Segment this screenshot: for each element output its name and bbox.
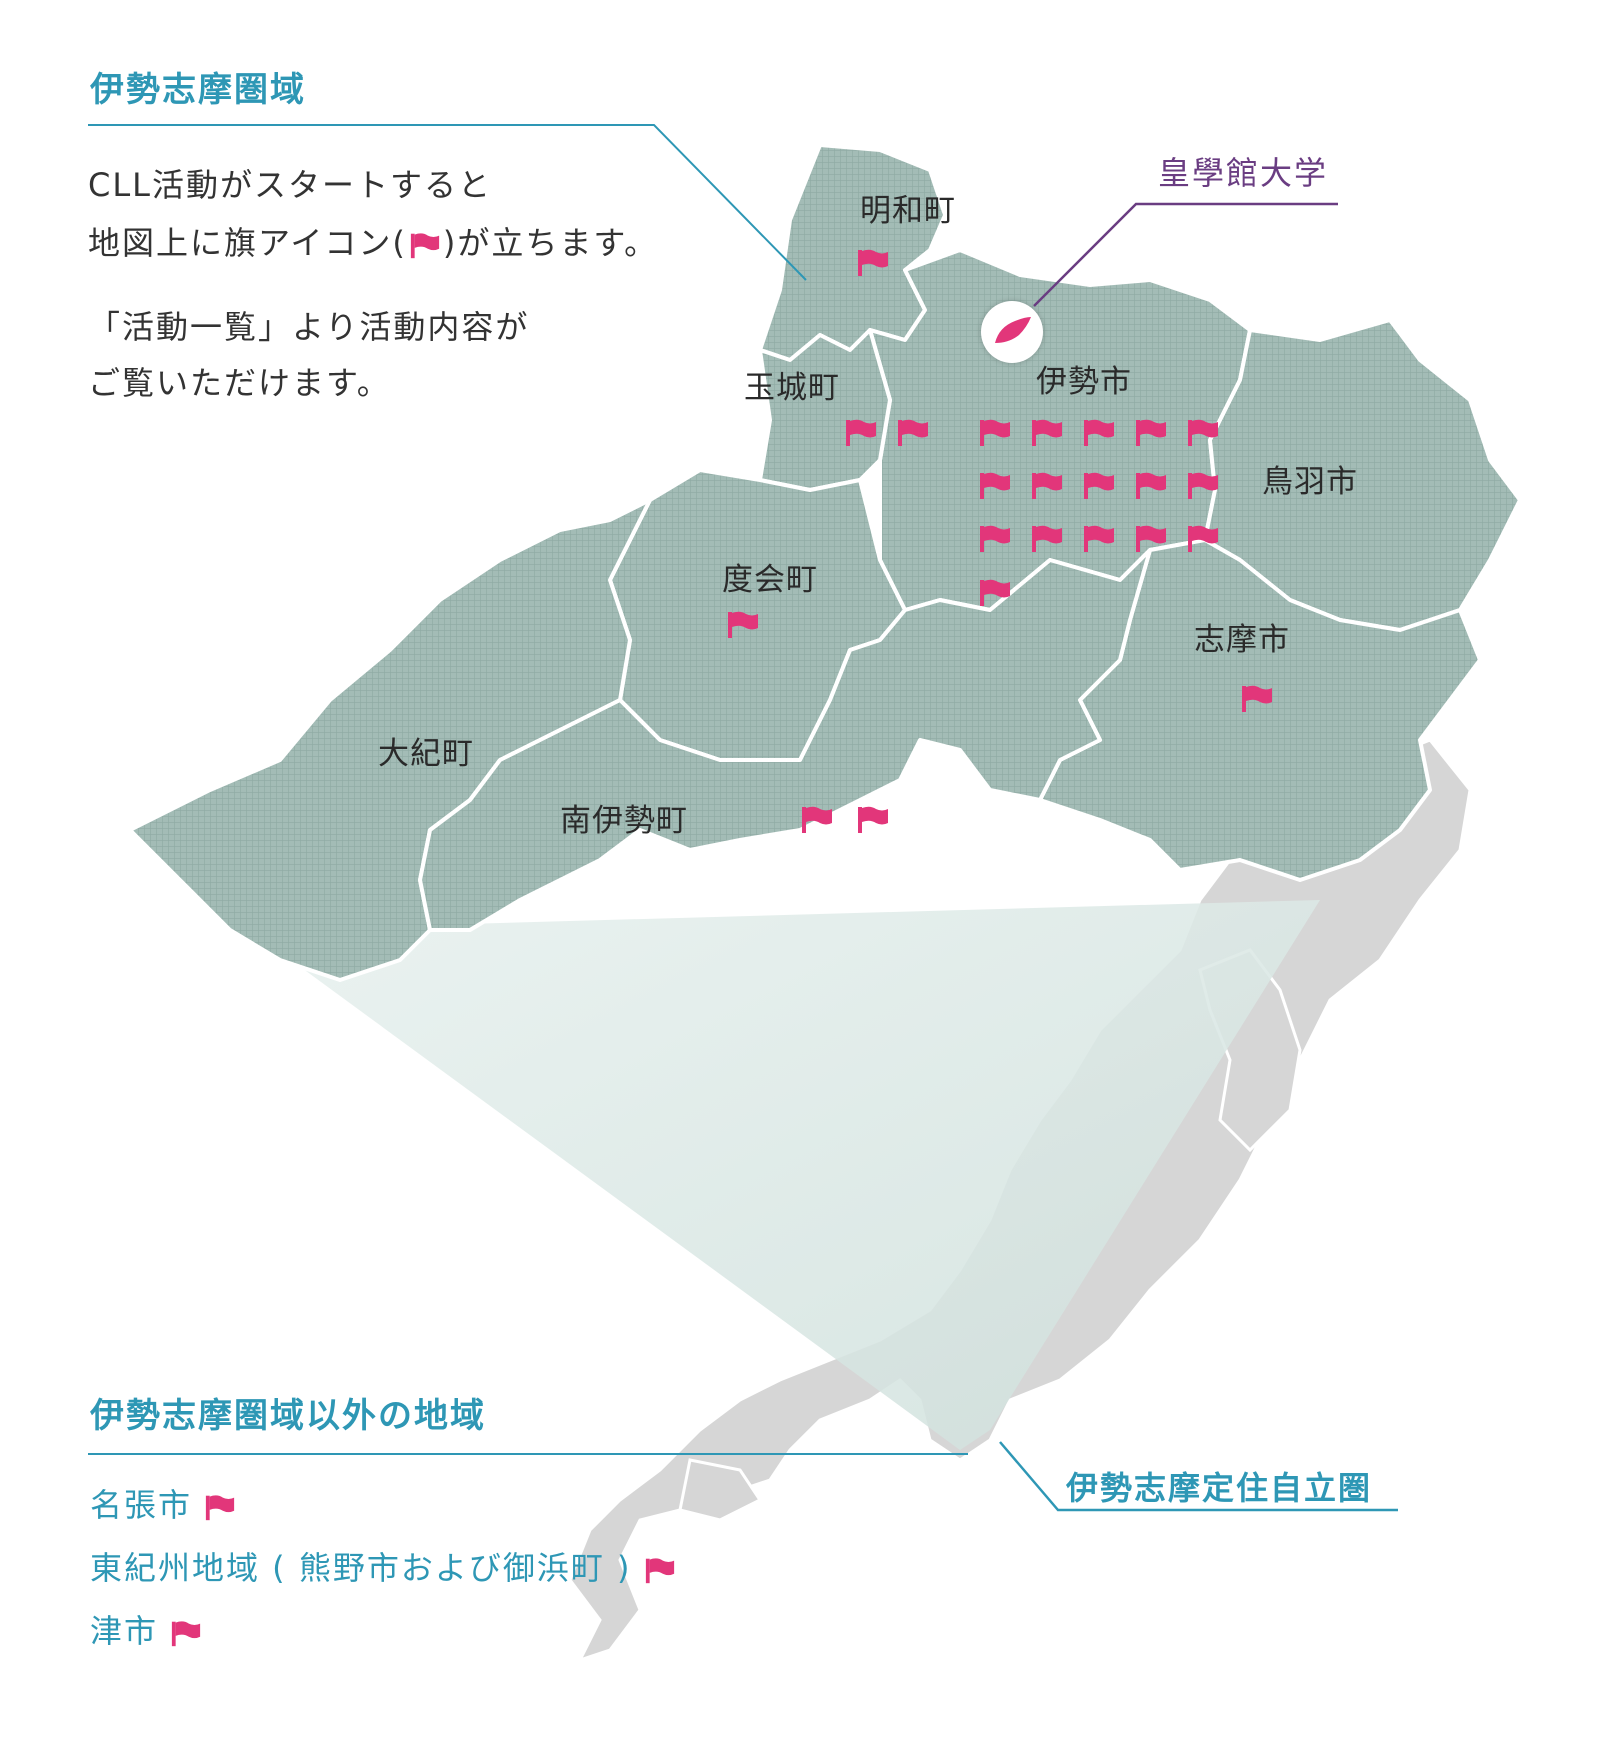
description-line-4: ご覧いただけます。 xyxy=(88,364,391,402)
description-line-2-before: 地図上に旗アイコン( xyxy=(88,224,407,262)
region-label-minamiise: 南伊勢町 xyxy=(560,803,688,839)
flag-icon[interactable] xyxy=(1186,524,1220,552)
flag-icon[interactable] xyxy=(1134,524,1168,552)
outside-item-tsu[interactable]: 津市 xyxy=(90,1606,202,1652)
description-line-3: 「活動一覧」より活動内容が xyxy=(88,308,530,346)
flag-icon[interactable] xyxy=(1134,418,1168,446)
flag-icon xyxy=(205,1495,235,1521)
flag-icon[interactable] xyxy=(1030,471,1064,499)
university-marker[interactable] xyxy=(981,301,1043,363)
flag-icon[interactable] xyxy=(1030,524,1064,552)
flag-icon[interactable] xyxy=(1030,418,1064,446)
outside-item-label: 津市 xyxy=(90,1612,159,1650)
university-leader-line xyxy=(1033,202,1338,307)
description-line-2-after: )が立ちます。 xyxy=(442,224,659,262)
flag-icon[interactable] xyxy=(978,471,1012,499)
region-label-watarai: 度会町 xyxy=(722,562,818,598)
flag-icon[interactable] xyxy=(1186,471,1220,499)
flag-icon[interactable] xyxy=(1082,418,1116,446)
flag-icon[interactable] xyxy=(978,418,1012,446)
outside-item-label: 東紀州地域 ( 熊野市および御浜町 ) xyxy=(90,1549,632,1587)
flag-icon xyxy=(645,1558,674,1584)
description-line-2: 地図上に旗アイコン( )が立ちます。 xyxy=(88,218,658,268)
region-label-taiki: 大紀町 xyxy=(378,736,474,772)
flag-icon[interactable] xyxy=(1134,471,1168,499)
outside-item-label: 名張市 xyxy=(90,1486,193,1524)
flag-icon[interactable] xyxy=(856,248,890,276)
area-label: 伊勢志摩定住自立圏 xyxy=(1066,1469,1373,1507)
flag-icon[interactable] xyxy=(896,418,930,446)
description-line-1: CLL活動がスタートすると xyxy=(88,166,493,204)
flag-icon[interactable] xyxy=(978,524,1012,552)
region-shape-minamiise xyxy=(418,548,1152,932)
region-label-ise: 伊勢市 xyxy=(1036,364,1132,400)
university-label: 皇學館大学 xyxy=(1158,154,1329,192)
university-pin-icon xyxy=(995,317,1031,343)
flag-icon[interactable] xyxy=(1240,684,1274,712)
flag-icon[interactable] xyxy=(978,578,1012,606)
flag-icon[interactable] xyxy=(1082,471,1116,499)
region-shape-tamaki xyxy=(758,328,892,492)
section-title-iseshima: 伊勢志摩圏域 xyxy=(90,70,306,110)
region-shapes xyxy=(128,143,1522,982)
flag-icon[interactable] xyxy=(1186,418,1220,446)
region-label-toba: 鳥羽市 xyxy=(1262,464,1358,500)
header-leader-line xyxy=(88,124,807,281)
flag-icon[interactable] xyxy=(844,418,878,446)
flag-icon xyxy=(171,1621,201,1647)
flag-icon[interactable] xyxy=(726,610,760,638)
outside-item-nabari[interactable]: 名張市 xyxy=(90,1480,236,1526)
flag-icon[interactable] xyxy=(800,805,834,833)
section-title-outside: 伊勢志摩圏域以外の地域 xyxy=(90,1396,486,1436)
zoom-beam xyxy=(250,900,1320,1450)
outside-item-higashikishu[interactable]: 東紀州地域 ( 熊野市および御浜町 ) xyxy=(90,1543,676,1589)
flag-icon xyxy=(410,233,440,259)
section-rule-outside xyxy=(88,1453,968,1455)
region-label-tamaki: 玉城町 xyxy=(744,370,840,406)
flag-icon[interactable] xyxy=(856,805,890,833)
area-leader-line xyxy=(999,1441,1398,1512)
region-label-meiwa: 明和町 xyxy=(860,193,956,229)
flag-icon[interactable] xyxy=(1082,524,1116,552)
region-label-shima: 志摩市 xyxy=(1194,622,1290,658)
